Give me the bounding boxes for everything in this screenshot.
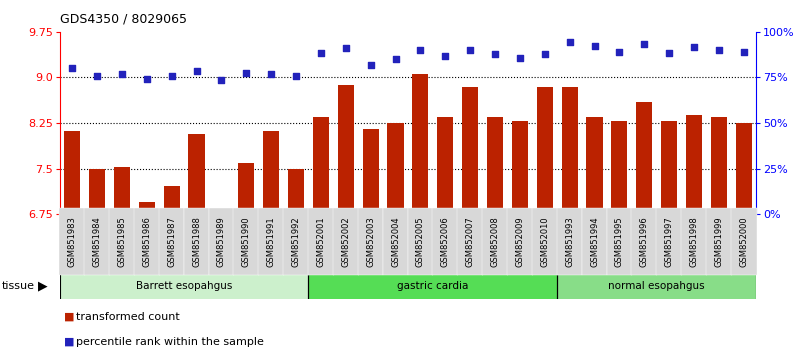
Point: [663, 50, 676, 56]
Text: GSM852006: GSM852006: [441, 216, 450, 267]
Text: GSM851999: GSM851999: [714, 216, 724, 267]
Text: GSM851997: GSM851997: [665, 216, 673, 267]
Text: normal esopahgus: normal esopahgus: [608, 281, 705, 291]
Point: [265, 72, 278, 77]
Text: GSM852008: GSM852008: [490, 216, 500, 267]
Text: ■: ■: [64, 337, 74, 347]
Bar: [308, 273, 557, 299]
Text: GSM851995: GSM851995: [615, 216, 624, 267]
Text: GSM851989: GSM851989: [217, 216, 226, 267]
Text: GSM851987: GSM851987: [167, 216, 176, 267]
Bar: [462, 87, 478, 214]
Bar: [412, 74, 428, 214]
Bar: [661, 121, 677, 214]
Bar: [189, 134, 205, 214]
Text: GSM852005: GSM852005: [416, 216, 425, 267]
Text: GSM851993: GSM851993: [565, 216, 574, 267]
Text: GSM852002: GSM852002: [341, 216, 350, 267]
Point: [365, 62, 377, 68]
Text: percentile rank within the sample: percentile rank within the sample: [76, 337, 263, 347]
Text: GSM851985: GSM851985: [117, 216, 127, 267]
Point: [613, 49, 626, 55]
Text: ▶: ▶: [38, 279, 48, 292]
Text: GSM852009: GSM852009: [515, 216, 525, 267]
Point: [538, 52, 551, 57]
Text: GSM852004: GSM852004: [391, 216, 400, 267]
Bar: [89, 169, 105, 214]
Point: [91, 73, 103, 79]
Bar: [611, 121, 627, 214]
Point: [439, 53, 451, 59]
Bar: [736, 123, 752, 214]
Point: [166, 73, 178, 79]
Point: [66, 65, 79, 71]
Text: Barrett esopahgus: Barrett esopahgus: [136, 281, 232, 291]
Bar: [362, 129, 379, 214]
Bar: [537, 87, 553, 214]
Text: GDS4350 / 8029065: GDS4350 / 8029065: [60, 12, 187, 25]
Bar: [263, 131, 279, 214]
Text: GSM852010: GSM852010: [540, 216, 549, 267]
Text: GSM852001: GSM852001: [316, 216, 326, 267]
Bar: [711, 117, 727, 214]
Text: GSM851983: GSM851983: [68, 216, 76, 267]
Point: [688, 44, 700, 50]
Bar: [313, 117, 329, 214]
Point: [489, 52, 501, 57]
Bar: [512, 121, 528, 214]
Point: [564, 39, 576, 45]
Bar: [64, 131, 80, 214]
Text: tissue: tissue: [2, 281, 34, 291]
Bar: [338, 85, 354, 214]
Bar: [60, 273, 308, 299]
Point: [389, 56, 402, 62]
Bar: [238, 162, 255, 214]
Point: [712, 47, 725, 53]
Bar: [686, 115, 702, 214]
Text: GSM852007: GSM852007: [466, 216, 474, 267]
Bar: [388, 123, 404, 214]
Text: GSM851986: GSM851986: [142, 216, 151, 267]
Text: transformed count: transformed count: [76, 312, 179, 322]
Text: GSM851990: GSM851990: [242, 216, 251, 267]
Point: [240, 70, 252, 75]
Bar: [557, 273, 756, 299]
Point: [115, 72, 128, 77]
Point: [464, 47, 477, 53]
Text: GSM851992: GSM851992: [291, 216, 301, 267]
Bar: [437, 117, 454, 214]
Point: [215, 78, 228, 83]
Point: [314, 50, 327, 56]
Bar: [139, 202, 155, 214]
Point: [588, 43, 601, 48]
Point: [290, 73, 302, 79]
Point: [140, 76, 153, 82]
Bar: [561, 87, 578, 214]
Bar: [636, 102, 653, 214]
Bar: [288, 169, 304, 214]
Text: ■: ■: [64, 312, 74, 322]
Bar: [213, 210, 229, 214]
Text: gastric cardia: gastric cardia: [397, 281, 469, 291]
Bar: [163, 185, 180, 214]
Bar: [114, 167, 130, 214]
Text: GSM851996: GSM851996: [640, 216, 649, 267]
Text: GSM852003: GSM852003: [366, 216, 375, 267]
Text: GSM852000: GSM852000: [739, 216, 748, 267]
Text: GSM851988: GSM851988: [192, 216, 201, 267]
Text: GSM851984: GSM851984: [92, 216, 102, 267]
Point: [513, 55, 526, 61]
Point: [737, 49, 750, 55]
Point: [190, 69, 203, 74]
Bar: [487, 117, 503, 214]
Text: GSM851991: GSM851991: [267, 216, 275, 267]
Text: GSM851994: GSM851994: [590, 216, 599, 267]
Point: [339, 45, 352, 51]
Point: [414, 47, 427, 53]
Bar: [587, 117, 603, 214]
Point: [638, 41, 650, 47]
Text: GSM851998: GSM851998: [689, 216, 699, 267]
